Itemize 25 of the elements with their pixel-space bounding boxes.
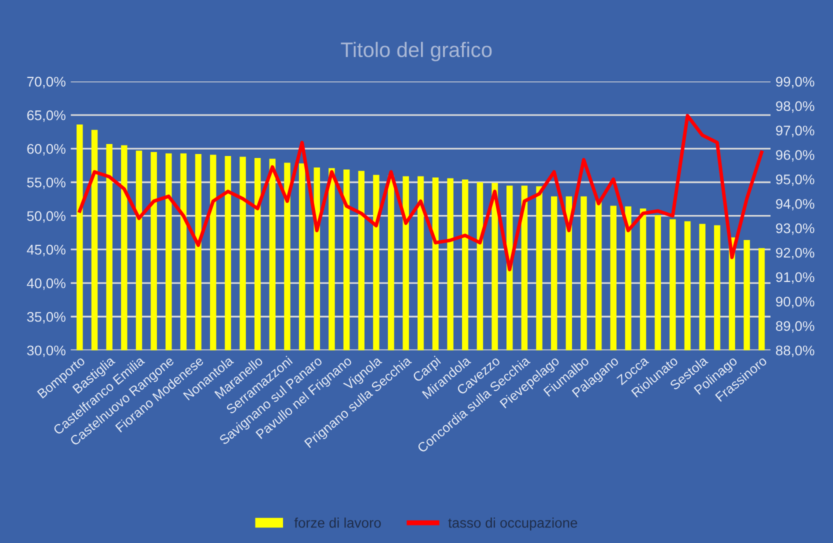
chart-title: Titolo del grafico [340,42,492,62]
y-tick-label: 30,0% [27,346,66,358]
y2-tick-label: 95,0% [776,174,814,186]
y2-tick-label: 88,0% [776,346,814,358]
y-tick-label: 45,0% [26,244,66,256]
y-tick-label: 60,0% [27,144,66,156]
legend-label: tasso di occupazione [448,518,578,530]
y-tick-label: 65,0% [27,110,66,122]
y2-tick-label: 99,0% [776,76,814,88]
y2-tick-label: 93,0% [776,223,814,235]
y2-tick-label: 89,0% [776,321,814,333]
line-series [78,114,764,272]
y-tick-label: 70,0% [27,76,66,88]
y2-tick-label: 97,0% [776,126,814,138]
y2-tick-label: 91,0% [776,272,814,284]
y-tick-label: 50,0% [27,211,66,223]
legend-label: forze di lavoro [294,518,381,528]
y-tick-label: 35,0% [27,312,66,324]
y2-tick-label: 96,0% [776,150,814,162]
y2-tick-label: 90,0% [776,296,814,308]
y2-tick-label: 94,0% [776,198,814,210]
y2-tick-label: 92,0% [776,248,814,260]
y-tick-label: 55,0% [27,178,66,190]
y-tick-label: 40,0% [26,278,66,290]
y2-tick-label: 98,0% [776,101,814,113]
